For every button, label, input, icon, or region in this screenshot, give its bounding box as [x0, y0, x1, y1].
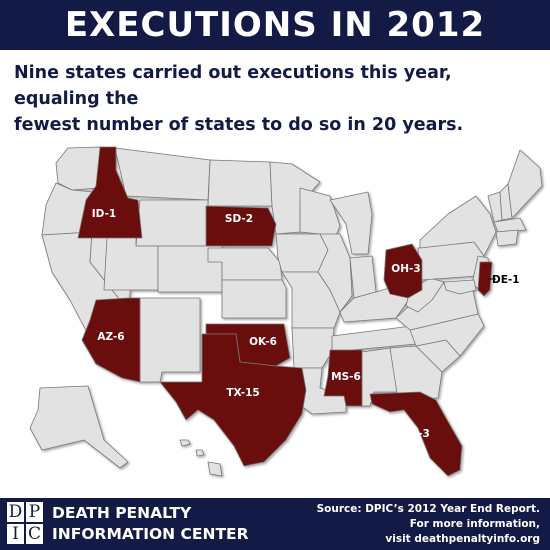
state-massachusetts — [493, 217, 527, 233]
state-label-mississippi: MS-6 — [331, 371, 361, 383]
state-maryland — [443, 279, 477, 295]
source-line-2: For more information, — [409, 518, 540, 530]
state-new-mexico — [139, 297, 201, 383]
state-arkansas — [291, 327, 335, 369]
us-map-svg: ID-1 SD-2 OH-3 DE-1 AZ-6 OK-6 TX-15 MS-6 FL-3 — [29, 146, 543, 477]
state-wisconsin — [299, 187, 341, 241]
state-south-dakota-highlight — [205, 205, 277, 247]
state-montana — [114, 147, 211, 201]
page-title: EXECUTIONS IN 2012 — [64, 5, 486, 45]
logo-letter-c: C — [26, 524, 43, 544]
state-arizona-highlight — [81, 297, 141, 383]
state-idaho-highlight — [77, 146, 143, 239]
state-hawaii — [179, 439, 191, 447]
logo-letter-d: D — [7, 502, 24, 522]
state-washington — [55, 146, 101, 191]
dpic-logo: D P I C — [7, 502, 43, 546]
subtitle: Nine states carried out executions this … — [14, 60, 539, 138]
state-maine — [507, 149, 543, 219]
logo-letter-i: I — [7, 524, 24, 544]
subtitle-line-1: Nine states carried out executions this … — [14, 63, 452, 109]
state-label-delaware: DE-1 — [492, 274, 520, 286]
state-label-texas: TX-15 — [226, 387, 259, 399]
state-texas-highlight — [159, 333, 307, 467]
us-map: ID-1 SD-2 OH-3 DE-1 AZ-6 OK-6 TX-15 MS-6 FL-3 — [0, 110, 550, 490]
state-label-arizona: AZ-6 — [97, 331, 124, 343]
state-delaware-highlight — [477, 261, 493, 297]
state-ohio-highlight — [383, 243, 423, 299]
state-mississippi-highlight — [323, 349, 363, 407]
logo-letter-p: P — [26, 502, 43, 522]
footer: D P I C DEATH PENALTY INFORMATION CENTER… — [0, 498, 550, 550]
title-banner: EXECUTIONS IN 2012 — [0, 0, 550, 50]
org-name-line-1: DEATH PENALTY — [52, 504, 192, 522]
state-label-ohio: OH-3 — [391, 263, 420, 275]
state-wyoming — [135, 199, 209, 247]
state-label-florida: FL-3 — [404, 428, 430, 440]
state-hawaii-2 — [195, 449, 205, 457]
source-line-3: visit deathpenaltyinfo.org — [385, 533, 540, 545]
source-line-1: Source: DPIC’s 2012 Year End Report. — [316, 503, 540, 515]
state-indiana — [349, 255, 377, 299]
state-florida-highlight — [369, 391, 463, 477]
state-label-oklahoma: OK-6 — [249, 336, 277, 348]
state-hawaii-3 — [207, 461, 223, 477]
state-connecticut-ri — [495, 229, 519, 247]
org-name-line-2: INFORMATION CENTER — [52, 525, 249, 543]
state-label-south-dakota: SD-2 — [225, 213, 253, 225]
state-kansas — [221, 279, 287, 319]
state-alaska — [29, 385, 129, 469]
state-michigan — [329, 191, 373, 255]
subtitle-line-2: fewest number of states to do so in 20 y… — [14, 115, 464, 135]
state-north-dakota — [207, 159, 273, 207]
state-label-idaho: ID-1 — [92, 208, 116, 220]
